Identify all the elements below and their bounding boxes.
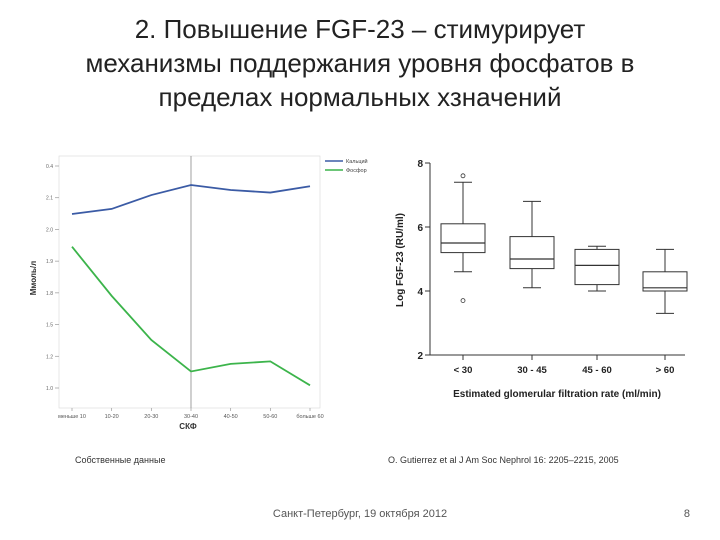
line-chart-x-tick-label: 10-20 <box>105 414 119 420</box>
line-chart-x-tick-label: 50-60 <box>263 414 277 420</box>
line-chart-y-tick-label: 1.5 <box>46 323 53 329</box>
line-chart-x-tick-label: больше 60 <box>296 414 323 420</box>
slide-title: 2. Повышение FGF-23 – стимурирует механи… <box>20 12 700 114</box>
slide-footer: Санкт-Петербург, 19 октября 2012 <box>272 508 448 520</box>
line-chart-y-tick-label: 1.8 <box>46 291 53 297</box>
line-chart-y-tick-label: 1.0 <box>46 386 53 392</box>
line-chart-x-tick-label: 30-40 <box>184 414 198 420</box>
box-iqr <box>509 236 555 270</box>
line-chart-y-tick-label: 1.9 <box>46 259 53 265</box>
page-number: 8 <box>683 508 690 520</box>
box-plot-x-label: Estimated glomerular filtration rate (ml… <box>453 389 661 400</box>
line-chart-series-line <box>71 246 311 387</box>
box-outlier <box>460 298 466 304</box>
line-chart-y-label: Ммоль/л <box>29 261 38 295</box>
box-plot-x-tick-label: < 30 <box>454 365 473 376</box>
line-chart-x-tick-label: 40-50 <box>224 414 238 420</box>
box-plot-chart: 2 4 6 8 < 30 30 - 45 45 - 60 > 60 Estimated gl… <box>395 159 688 400</box>
title-line-1: 2. Повышение FGF-23 – стимурирует <box>134 14 586 44</box>
box-plot-x-tick-label: > 60 <box>656 365 675 376</box>
box-plot-y-tick-label: 4 <box>417 287 423 298</box>
line-chart-y-tick-label: 2.0 <box>46 227 53 233</box>
box-plot-x-tick-label: 45 - 60 <box>582 365 612 376</box>
box-plot-y-tick-label: 8 <box>417 159 423 170</box>
line-chart-x-tick-label: 20-30 <box>144 414 158 420</box>
right-source-citation: O. Gutierrez et al J Am Soc Nephrol 16: … <box>388 455 619 465</box>
box-iqr <box>642 271 688 292</box>
line-chart-y-tick-label: 2.1 <box>46 196 53 202</box>
box-plot-x-tick-label: 30 - 45 <box>517 365 547 376</box>
title-line-2: механизмы поддержания уровня фосфатов в <box>85 48 635 78</box>
box-iqr <box>440 223 486 254</box>
box-plot-y-tick-label: 2 <box>417 351 423 362</box>
legend-label: Фосфор <box>346 168 367 174</box>
line-chart-y-tick-label: 1.2 <box>46 354 53 360</box>
line-chart-x-tick-label: меньше 10 <box>58 414 86 420</box>
line-chart: 0.4 2.1 2.0 1.9 1.8 1.5 1.2 1.0 меньше 10 10-20 2… <box>29 155 368 431</box>
line-chart-series-line <box>71 184 311 215</box>
legend-label: Кальций <box>346 158 368 165</box>
box-plot-y-tick-label: 6 <box>417 223 423 234</box>
box-outlier <box>460 173 466 179</box>
box-iqr <box>574 248 620 286</box>
title-line-3: пределах нормальных хзначений <box>158 82 562 112</box>
box-plot-y-label: Log FGF-23 (RU/ml) <box>395 213 406 307</box>
left-source-note: Собственные данные <box>75 455 166 465</box>
line-chart-y-tick-label: 0.4 <box>46 164 53 170</box>
line-chart-x-label: СКФ <box>179 422 197 431</box>
